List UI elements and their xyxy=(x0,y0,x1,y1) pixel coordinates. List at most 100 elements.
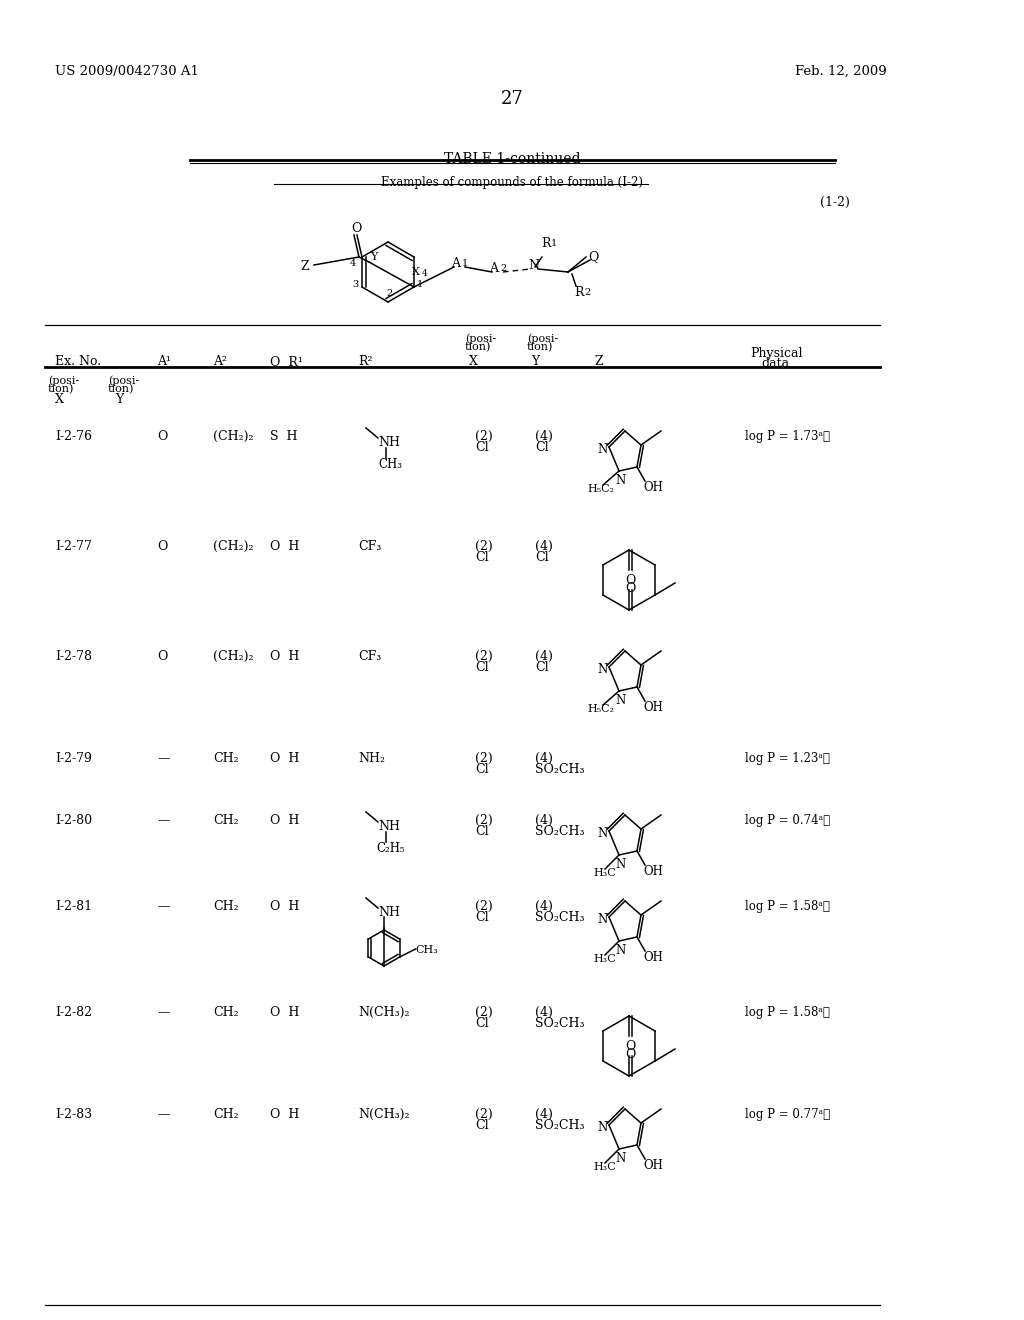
Text: NH: NH xyxy=(378,820,400,833)
Text: SO₂CH₃: SO₂CH₃ xyxy=(535,763,585,776)
Text: 2: 2 xyxy=(500,264,506,273)
Text: log P = 1.58ᵃ⧠: log P = 1.58ᵃ⧠ xyxy=(745,900,829,913)
Text: A: A xyxy=(489,261,498,275)
Text: Examples of compounds of the formula (I-2): Examples of compounds of the formula (I-… xyxy=(381,176,643,189)
Text: (4): (4) xyxy=(535,900,553,913)
Text: OH: OH xyxy=(643,480,663,494)
Text: O: O xyxy=(157,649,167,663)
Text: (4): (4) xyxy=(535,1107,553,1121)
Text: N: N xyxy=(597,444,607,455)
Text: CH₂: CH₂ xyxy=(213,1006,239,1019)
Text: O: O xyxy=(625,574,635,587)
Text: S  H: S H xyxy=(270,430,298,444)
Text: Cl: Cl xyxy=(475,441,488,454)
Text: A²: A² xyxy=(213,355,227,368)
Text: (4): (4) xyxy=(535,430,553,444)
Text: CH₂: CH₂ xyxy=(213,814,239,828)
Text: SO₂CH₃: SO₂CH₃ xyxy=(535,1119,585,1133)
Text: Cl: Cl xyxy=(475,661,488,675)
Text: CH₃: CH₃ xyxy=(416,945,438,954)
Text: tion): tion) xyxy=(527,342,553,352)
Text: O  H: O H xyxy=(270,1107,299,1121)
Text: OH: OH xyxy=(643,1159,663,1172)
Text: TABLE 1-continued: TABLE 1-continued xyxy=(443,152,581,166)
Text: Ex. No.: Ex. No. xyxy=(55,355,101,368)
Text: —: — xyxy=(157,814,170,828)
Text: N(CH₃)₂: N(CH₃)₂ xyxy=(358,1107,410,1121)
Text: (4): (4) xyxy=(535,649,553,663)
Text: OH: OH xyxy=(643,701,663,714)
Text: Cl: Cl xyxy=(475,550,488,564)
Text: NH: NH xyxy=(378,436,400,449)
Text: H₅C₂: H₅C₂ xyxy=(587,484,614,494)
Text: O: O xyxy=(625,1040,635,1053)
Text: SO₂CH₃: SO₂CH₃ xyxy=(535,825,585,838)
Text: 4: 4 xyxy=(350,259,356,268)
Text: I-2-80: I-2-80 xyxy=(55,814,92,828)
Text: A: A xyxy=(451,257,460,271)
Text: (posi-: (posi- xyxy=(465,333,497,343)
Text: A¹: A¹ xyxy=(157,355,171,368)
Text: O: O xyxy=(157,540,167,553)
Text: X: X xyxy=(469,355,478,368)
Text: O  H: O H xyxy=(270,814,299,828)
Text: R²: R² xyxy=(358,355,373,368)
Text: Physical: Physical xyxy=(750,347,803,360)
Text: US 2009/0042730 A1: US 2009/0042730 A1 xyxy=(55,65,199,78)
Text: (4): (4) xyxy=(535,814,553,828)
Text: N: N xyxy=(615,1152,626,1166)
Text: H₃C: H₃C xyxy=(593,954,615,964)
Text: N(CH₃)₂: N(CH₃)₂ xyxy=(358,1006,410,1019)
Text: Cl: Cl xyxy=(475,763,488,776)
Text: (posi-: (posi- xyxy=(48,375,79,385)
Text: Cl: Cl xyxy=(475,825,488,838)
Text: N: N xyxy=(597,913,607,927)
Text: Cl: Cl xyxy=(475,1119,488,1133)
Text: N: N xyxy=(597,663,607,676)
Text: 1: 1 xyxy=(417,280,423,289)
Text: O: O xyxy=(625,1048,635,1061)
Text: (4): (4) xyxy=(535,1006,553,1019)
Text: log P = 1.73ᵃ⧠: log P = 1.73ᵃ⧠ xyxy=(745,430,830,444)
Text: (CH₂)₂: (CH₂)₂ xyxy=(213,430,254,444)
Text: I-2-81: I-2-81 xyxy=(55,900,92,913)
Text: —: — xyxy=(157,752,170,766)
Text: (2): (2) xyxy=(475,430,493,444)
Text: CH₂: CH₂ xyxy=(213,1107,239,1121)
Text: NH₂: NH₂ xyxy=(358,752,385,766)
Text: (4): (4) xyxy=(535,540,553,553)
Text: log P = 1.23ᵃ⧠: log P = 1.23ᵃ⧠ xyxy=(745,752,829,766)
Text: log P = 1.58ᵃ⧠: log P = 1.58ᵃ⧠ xyxy=(745,1006,829,1019)
Text: N: N xyxy=(615,694,626,708)
Text: O  H: O H xyxy=(270,900,299,913)
Text: H₃C: H₃C xyxy=(593,869,615,878)
Text: 4: 4 xyxy=(422,269,428,279)
Text: Z: Z xyxy=(594,355,603,368)
Text: log P = 0.74ᵃ⧠: log P = 0.74ᵃ⧠ xyxy=(745,814,830,828)
Text: Cl: Cl xyxy=(475,1016,488,1030)
Text: Q: Q xyxy=(588,249,598,263)
Text: CH₂: CH₂ xyxy=(213,900,239,913)
Text: N: N xyxy=(615,858,626,871)
Text: CF₃: CF₃ xyxy=(358,649,381,663)
Text: (2): (2) xyxy=(475,540,493,553)
Text: Y: Y xyxy=(370,252,378,261)
Text: I-2-76: I-2-76 xyxy=(55,430,92,444)
Text: tion): tion) xyxy=(108,384,134,395)
Text: O: O xyxy=(625,582,635,595)
Text: log P = 0.77ᵃ⧠: log P = 0.77ᵃ⧠ xyxy=(745,1107,830,1121)
Text: data: data xyxy=(761,356,790,370)
Text: N: N xyxy=(615,944,626,957)
Text: C₂H₅: C₂H₅ xyxy=(376,842,404,855)
Text: I-2-79: I-2-79 xyxy=(55,752,92,766)
Text: SO₂CH₃: SO₂CH₃ xyxy=(535,1016,585,1030)
Text: O  H: O H xyxy=(270,1006,299,1019)
Text: SO₂CH₃: SO₂CH₃ xyxy=(535,911,585,924)
Text: (2): (2) xyxy=(475,649,493,663)
Text: (CH₂)₂: (CH₂)₂ xyxy=(213,649,254,663)
Text: (posi-: (posi- xyxy=(108,375,139,385)
Text: I-2-82: I-2-82 xyxy=(55,1006,92,1019)
Text: —: — xyxy=(157,1006,170,1019)
Text: N: N xyxy=(528,259,539,272)
Text: O  H: O H xyxy=(270,540,299,553)
